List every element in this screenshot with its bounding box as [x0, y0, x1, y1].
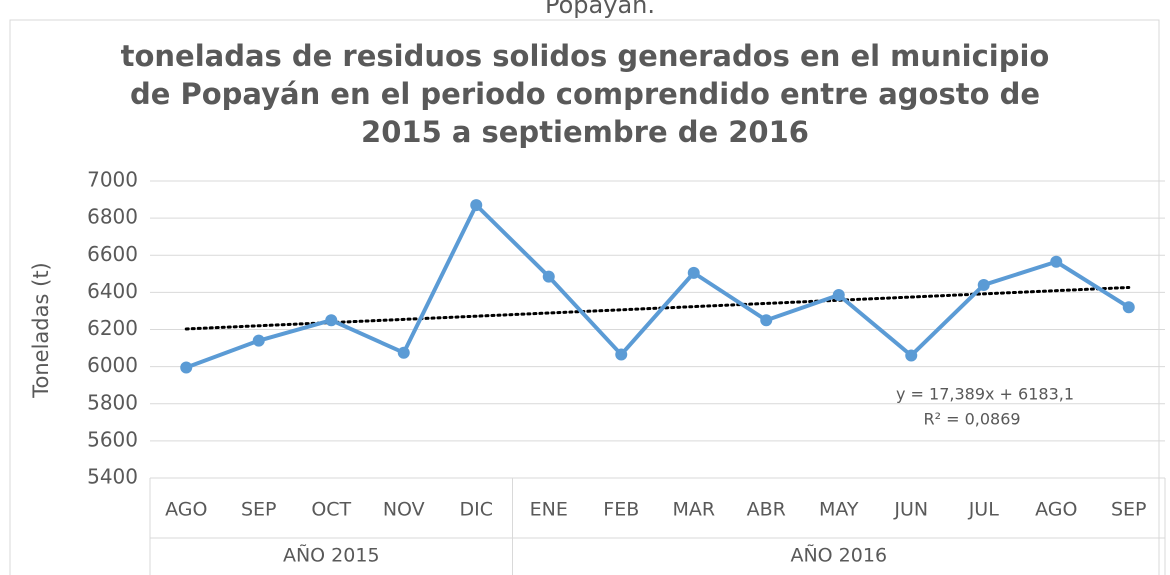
y-axis-label: Toneladas (t) — [29, 262, 53, 398]
y-tick-label: 6000 — [87, 353, 138, 377]
data-point — [832, 288, 845, 301]
x-tick-label: ABR — [747, 499, 786, 521]
chart-title: toneladas de residuos solidos generados … — [121, 39, 1050, 73]
x-tick-label: AGO — [165, 499, 207, 521]
x-tick-label: FEB — [603, 499, 639, 521]
x-tick-label: SEP — [241, 499, 277, 521]
top-caption: Popayán. — [545, 0, 655, 19]
data-point — [977, 278, 990, 291]
data-point — [252, 334, 265, 347]
x-tick-label: ENE — [530, 499, 568, 521]
data-point — [1122, 301, 1135, 314]
data-point — [905, 349, 918, 362]
data-point — [180, 361, 193, 374]
data-point — [542, 270, 555, 283]
y-tick-label: 5600 — [87, 427, 138, 451]
x-tick-label: MAR — [672, 499, 715, 521]
x-tick-label: JUL — [968, 499, 1000, 521]
y-tick-label: 6600 — [87, 242, 138, 266]
x-tick-label: SEP — [1111, 499, 1147, 521]
trend-equation: y = 17,389x + 6183,1 — [896, 385, 1074, 404]
chart-title: de Popayán en el periodo comprendido ent… — [130, 77, 1040, 111]
group-label: AÑO 2016 — [790, 544, 887, 567]
x-tick-label: JUN — [893, 499, 928, 521]
chart-frame — [9, 19, 1160, 575]
data-line — [185, 203, 1130, 370]
chart-title: 2015 a septiembre de 2016 — [361, 115, 809, 149]
y-tick-label: 6200 — [87, 316, 138, 340]
y-tick-label: 5400 — [87, 465, 138, 489]
y-tick-label: 5800 — [87, 390, 138, 414]
x-tick-label: DIC — [459, 499, 493, 521]
y-tick-label: 6400 — [87, 279, 138, 303]
x-tick-label: MAY — [819, 499, 859, 521]
y-tick-label: 7000 — [87, 168, 138, 192]
data-point — [615, 348, 628, 361]
group-label: AÑO 2015 — [283, 544, 380, 567]
x-tick-label: OCT — [311, 499, 351, 521]
data-point — [760, 314, 773, 327]
data-point — [470, 199, 483, 212]
data-point — [397, 346, 410, 359]
trend-r2: R² = 0,0869 — [923, 410, 1020, 429]
data-point — [325, 314, 338, 327]
data-point — [687, 266, 700, 279]
y-tick-label: 6800 — [87, 205, 138, 229]
x-tick-label: NOV — [383, 499, 425, 521]
x-tick-label: AGO — [1035, 499, 1077, 521]
data-point — [1050, 255, 1063, 268]
